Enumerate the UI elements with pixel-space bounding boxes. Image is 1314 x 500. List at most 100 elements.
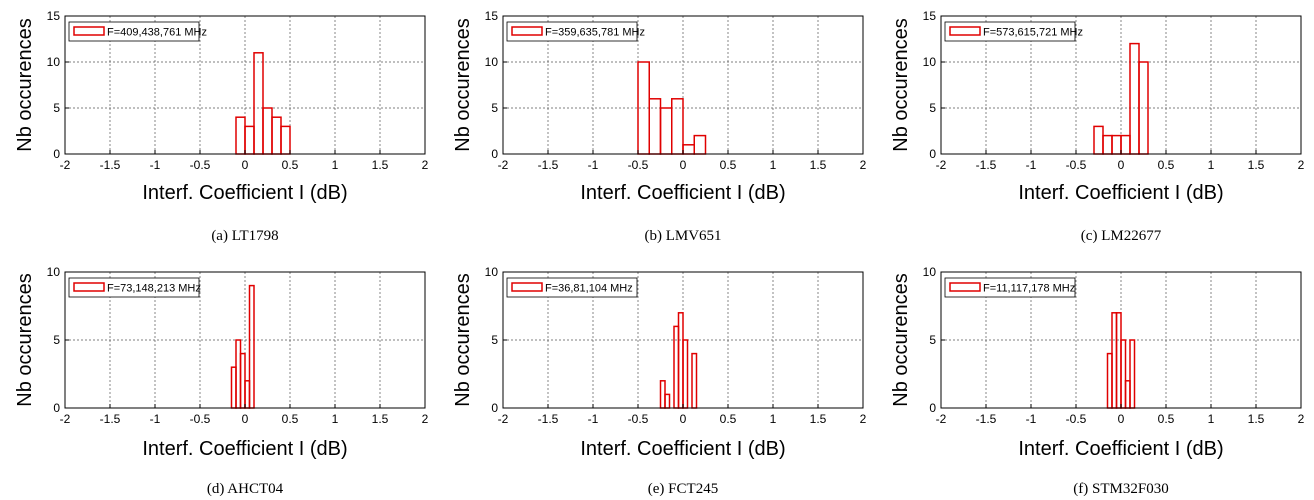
legend-swatch xyxy=(949,282,981,292)
histogram-bar xyxy=(664,393,671,409)
x-tick-label: -1.5 xyxy=(100,412,121,426)
x-tick-label: 2 xyxy=(422,412,429,426)
y-tick-label: 0 xyxy=(929,401,936,415)
y-tick-label: 15 xyxy=(923,9,937,23)
y-axis-title: Nb occurences xyxy=(890,273,912,406)
x-tick-label: -1.5 xyxy=(100,158,121,172)
x-tick-label: 1 xyxy=(770,412,777,426)
y-tick-label: 15 xyxy=(47,9,61,23)
x-tick-label: -1 xyxy=(588,412,599,426)
x-axis-title: Interf. Coefficient I (dB) xyxy=(1018,182,1223,204)
legend-swatch xyxy=(73,282,105,292)
y-tick-label: 10 xyxy=(485,265,499,279)
y-tick-label: 5 xyxy=(53,101,60,115)
histogram-bar xyxy=(271,116,282,155)
legend-label: F=11,117,178 MHz xyxy=(983,283,1075,295)
chart-panel-1: -2 -1.5 -1 -0.5 0 0.5 1 1.5 2 0 5 10 15 F=409,438,761… xyxy=(14,9,429,244)
y-tick-label: 5 xyxy=(491,101,498,115)
x-tick-label: 1.5 xyxy=(1248,412,1265,426)
y-axis-title: Nb occurences xyxy=(14,18,36,151)
x-axis-title: Interf. Coefficient I (dB) xyxy=(580,438,785,460)
x-tick-label: 0.5 xyxy=(720,158,737,172)
legend: F=36,81,104 MHz xyxy=(506,277,638,298)
subfigure-caption: (a) LT1798 xyxy=(211,228,278,244)
x-tick-label: 2 xyxy=(422,158,429,172)
legend: F=73,148,213 MHz xyxy=(68,277,201,298)
legend-swatch xyxy=(511,282,543,292)
x-tick-label: 2 xyxy=(860,158,867,172)
x-tick-label: -0.5 xyxy=(628,412,649,426)
x-tick-label: 0 xyxy=(242,412,249,426)
legend: F=359,635,781 MHz xyxy=(506,21,645,42)
chart-panel-5: -2 -1.5 -1 -0.5 0 0.5 1 1.5 2 0 5 10 F=36,81,104 MHz… xyxy=(452,265,867,497)
y-axis-title: Nb occurences xyxy=(14,273,36,406)
x-tick-label: -1 xyxy=(588,158,599,172)
x-tick-label: -2 xyxy=(498,158,509,172)
histogram-bar xyxy=(682,144,695,155)
x-tick-label: 0.5 xyxy=(720,412,737,426)
histogram-bar xyxy=(671,98,684,155)
x-tick-label: 1.5 xyxy=(372,412,389,426)
x-tick-label: -0.5 xyxy=(628,158,649,172)
x-tick-label: 1.5 xyxy=(372,158,389,172)
x-tick-label: -1 xyxy=(1026,158,1037,172)
y-tick-label: 0 xyxy=(929,147,936,161)
x-tick-label: 0 xyxy=(680,158,687,172)
x-axis-title: Interf. Coefficient I (dB) xyxy=(580,182,785,204)
y-tick-label: 0 xyxy=(53,147,60,161)
y-tick-label: 15 xyxy=(485,9,499,23)
legend: F=409,438,761 MHz xyxy=(68,21,207,42)
legend-label: F=36,81,104 MHz xyxy=(545,283,633,295)
x-tick-label: 1.5 xyxy=(810,412,827,426)
subfigure-caption: (f) STM32F030 xyxy=(1073,481,1168,497)
histogram-bar xyxy=(1093,125,1104,155)
legend-swatch xyxy=(73,26,105,36)
histogram-bar xyxy=(253,52,264,155)
x-tick-label: 2 xyxy=(1298,412,1305,426)
y-tick-label: 10 xyxy=(47,55,61,69)
legend: F=11,117,178 MHz xyxy=(944,277,1076,298)
histogram-bar xyxy=(1102,134,1113,155)
histogram-bar xyxy=(648,98,662,155)
x-tick-label: 0.5 xyxy=(1158,158,1175,172)
x-axis-title: Interf. Coefficient I (dB) xyxy=(142,182,347,204)
legend-label: F=73,148,213 MHz xyxy=(107,283,201,295)
y-tick-label: 0 xyxy=(491,401,498,415)
x-tick-label: 0 xyxy=(1118,412,1125,426)
histogram-bar xyxy=(262,107,273,155)
chart-panel-3: -2 -1.5 -1 -0.5 0 0.5 1 1.5 2 0 5 10 15 F=573,615,721… xyxy=(890,9,1305,244)
x-tick-label: 0 xyxy=(242,158,249,172)
chart-panel-6: -2 -1.5 -1 -0.5 0 0.5 1 1.5 2 0 5 10 F=11,117,178 MH… xyxy=(890,265,1305,497)
y-tick-label: 10 xyxy=(923,265,937,279)
y-tick-label: 10 xyxy=(485,55,499,69)
x-axis-title: Interf. Coefficient I (dB) xyxy=(142,438,347,460)
x-tick-label: -1 xyxy=(150,158,161,172)
x-tick-label: -1.5 xyxy=(538,412,559,426)
y-tick-label: 5 xyxy=(491,333,498,347)
x-tick-label: -0.5 xyxy=(1066,158,1087,172)
x-tick-label: -0.5 xyxy=(190,412,211,426)
x-tick-label: 0.5 xyxy=(1158,412,1175,426)
y-tick-label: 5 xyxy=(929,101,936,115)
histogram-bar xyxy=(659,107,673,155)
y-axis-title: Nb occurences xyxy=(452,18,474,151)
x-tick-label: 1 xyxy=(770,158,777,172)
y-tick-label: 10 xyxy=(47,265,61,279)
x-tick-label: -2 xyxy=(498,412,509,426)
histogram-bar xyxy=(1111,134,1122,155)
legend-label: F=409,438,761 MHz xyxy=(107,27,207,39)
histogram-bar xyxy=(1129,339,1136,409)
y-tick-label: 5 xyxy=(53,333,60,347)
legend-swatch xyxy=(949,26,981,36)
chart-panel-4: -2 -1.5 -1 -0.5 0 0.5 1 1.5 2 0 5 10 F=73,148,213 MH… xyxy=(14,265,429,497)
x-tick-label: -2 xyxy=(60,412,71,426)
x-tick-label: -0.5 xyxy=(190,158,211,172)
x-tick-label: 1 xyxy=(1208,158,1215,172)
subfigure-caption: (d) AHCT04 xyxy=(207,481,284,497)
x-tick-label: 0 xyxy=(1118,158,1125,172)
x-tick-label: 0 xyxy=(680,412,687,426)
chart-panel-2: -2 -1.5 -1 -0.5 0 0.5 1 1.5 2 0 5 10 15 F=359,635,781… xyxy=(452,9,867,244)
y-axis-title: Nb occurences xyxy=(890,18,912,151)
histogram-bar xyxy=(691,352,698,409)
